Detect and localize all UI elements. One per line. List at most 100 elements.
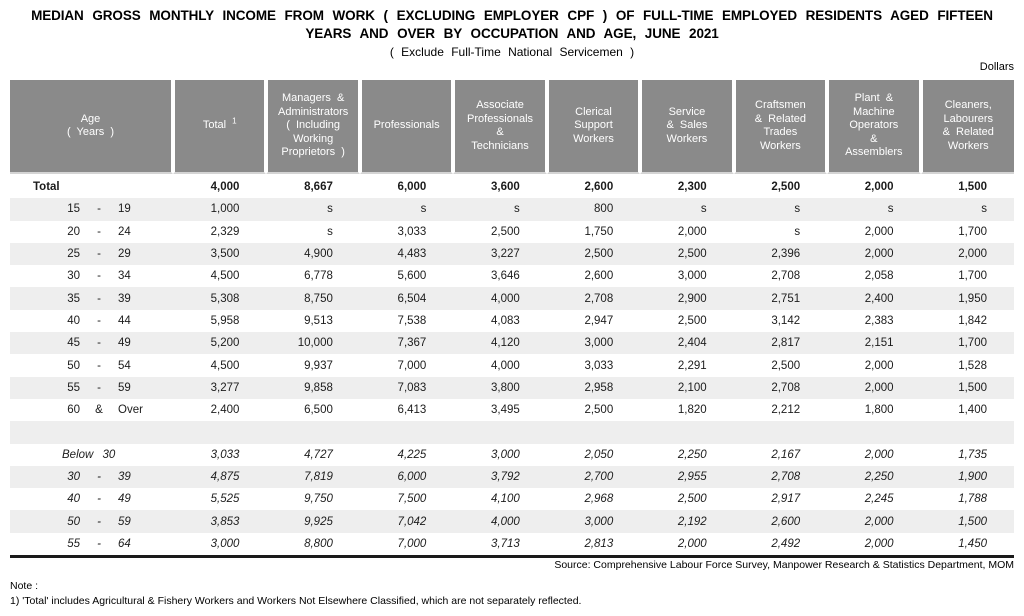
age-cell: 45 - 49 [10, 332, 173, 354]
age-cell: 30 - 34 [10, 265, 173, 287]
value-cell: s [887, 203, 894, 216]
age-cell: 35 - 39 [10, 287, 173, 309]
units-label: Dollars [979, 61, 1014, 73]
value-cell: 8,800 [304, 537, 333, 550]
age-part: - [97, 270, 101, 283]
value-cell: 2,245 [864, 493, 894, 506]
value-cell: 2,500 [584, 248, 614, 261]
value-cell: 2,708 [584, 292, 614, 305]
column-header: Professionals [359, 80, 454, 174]
value-cell: 4,727 [304, 448, 333, 461]
age-part: - [97, 292, 101, 305]
column-header: Service & Sales Workers [640, 80, 734, 174]
note-label: Note : [10, 580, 39, 592]
age-cell: 60 & Over [10, 399, 173, 421]
value-cell: 4,000 [490, 515, 520, 528]
column-header: Age( Years ) [10, 80, 173, 174]
value-cell: 2,955 [677, 471, 707, 483]
page-title-line2: YEARS AND OVER BY OCCUPATION AND AGE, JU… [305, 26, 719, 41]
value-cell: s [794, 225, 801, 238]
age-part: 39 [118, 471, 131, 483]
table-row: 55 - 59 3,277 9,858 7,083 3,800 2,958 2,100 2,708… [10, 376, 1014, 399]
age-part: - [97, 537, 101, 550]
value-cell: 2,383 [864, 314, 894, 327]
value-cell: 9,513 [304, 314, 333, 327]
age-part: 64 [118, 537, 131, 550]
value-cell: 2,751 [771, 292, 801, 305]
value-cell: 4,225 [397, 448, 427, 461]
value-cell: 3,277 [210, 381, 240, 394]
value-cell: 3,713 [490, 537, 520, 550]
value-cell: 6,413 [397, 404, 427, 417]
value-cell: 2,291 [677, 359, 707, 372]
age-part: 55 [67, 537, 80, 550]
age-part: - [97, 225, 101, 238]
column-header: Total 1 [173, 80, 267, 174]
value-cell: 2,492 [771, 537, 801, 550]
value-cell: 8,750 [304, 292, 333, 305]
value-cell: 2,000 [677, 537, 707, 550]
value-cell: 1,500 [958, 515, 987, 528]
value-cell: s [514, 203, 520, 216]
value-cell: 2,300 [677, 181, 707, 194]
value-cell: 3,033 [210, 448, 240, 461]
age-part: 20 [67, 225, 80, 238]
value-cell: 2,192 [677, 515, 707, 528]
value-cell: 2,167 [771, 448, 801, 461]
value-cell: 2,600 [771, 515, 801, 528]
age-part: 25 [67, 248, 80, 261]
age-part: 30 [67, 270, 80, 283]
row-label: Total [33, 181, 60, 194]
age-part: 55 [67, 381, 80, 394]
value-cell: 2,500 [584, 404, 614, 417]
value-cell: 2,817 [771, 337, 801, 350]
value-cell: 4,483 [397, 248, 427, 261]
value-cell: s [327, 225, 333, 238]
value-cell: 4,500 [210, 359, 240, 372]
value-cell: 3,792 [490, 471, 520, 483]
value-cell: 5,600 [397, 270, 427, 283]
value-cell: 800 [594, 203, 614, 216]
value-cell: 2,500 [677, 493, 707, 506]
value-cell: 6,000 [397, 181, 427, 194]
column-header: Managers & Administrators( Including Worki… [266, 80, 360, 174]
age-part: 30 [67, 471, 80, 483]
value-cell: 7,538 [397, 314, 427, 327]
value-cell: 2,400 [864, 292, 894, 305]
value-cell: 5,308 [210, 292, 240, 305]
value-cell: 4,120 [490, 337, 520, 350]
value-cell: 2,708 [771, 270, 801, 283]
value-cell: 2,500 [771, 181, 801, 194]
value-cell: 3,142 [771, 314, 801, 327]
age-part: 39 [118, 292, 131, 305]
table-row: 50 - 59 3,853 9,925 7,042 4,000 3,000 2,192 2,600… [10, 510, 1014, 533]
column-header: Cleaners, Labourers & Related Workers [920, 80, 1014, 174]
table-row: 40 - 49 5,525 9,750 7,500 4,100 2,968 2,500 2,917… [10, 488, 1014, 510]
value-cell: 6,504 [397, 292, 427, 305]
table-row: 45 - 49 5,200 10,000 7,367 4,120 3,000 2,404 2,81… [10, 332, 1014, 355]
value-cell: 4,000 [490, 359, 520, 372]
age-cell: 30 - 39 [10, 466, 173, 488]
value-cell: 2,000 [677, 225, 707, 238]
age-part: 19 [118, 203, 131, 216]
column-header: Plant & Machine Operators & Assemblers [827, 80, 921, 174]
value-cell: s [981, 203, 987, 216]
age-part: 24 [118, 225, 131, 238]
age-part: - [97, 359, 101, 372]
age-part: - [97, 493, 101, 506]
value-cell: 7,083 [397, 381, 427, 394]
value-cell: 3,000 [490, 448, 520, 461]
value-cell: 1,950 [958, 292, 987, 305]
value-cell: 5,525 [210, 493, 240, 506]
value-cell: 1,400 [958, 404, 987, 417]
age-part: 34 [118, 270, 131, 283]
value-cell: 2,500 [677, 314, 707, 327]
value-cell: 2,000 [864, 248, 894, 261]
age-part: 45 [67, 337, 80, 350]
value-cell: 6,500 [304, 404, 333, 417]
value-cell: 1,500 [958, 181, 987, 194]
row-label: Below 30 [62, 448, 116, 461]
value-cell: 2,329 [210, 225, 240, 238]
age-cell: Below 30 [10, 444, 173, 466]
